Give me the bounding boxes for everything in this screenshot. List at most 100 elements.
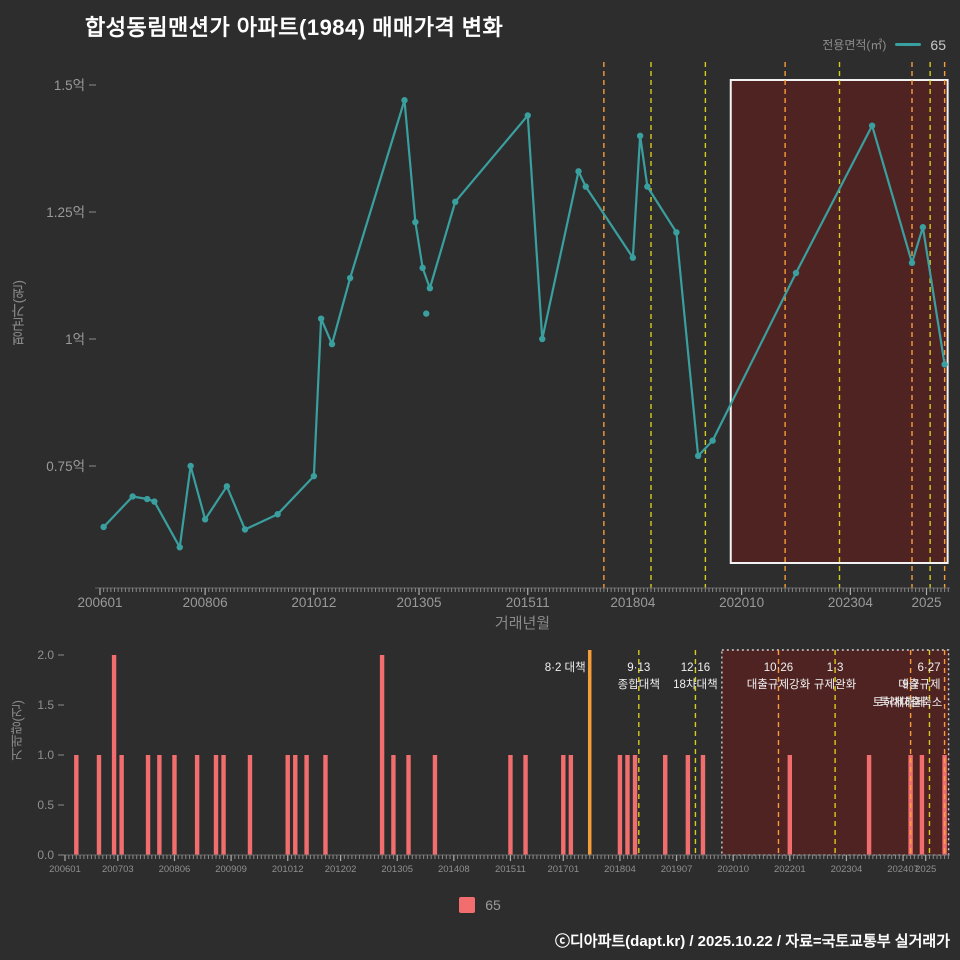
price-point[interactable] [673, 229, 680, 236]
legend-top: 전용면적(㎡) 65 [822, 36, 946, 53]
price-point-isolated[interactable] [423, 310, 430, 317]
legend-area-label: 전용면적(㎡) [822, 38, 887, 52]
volume-bar[interactable] [508, 755, 513, 855]
svg-text:규제완화: 규제완화 [814, 678, 857, 691]
svg-text:201012: 201012 [291, 595, 336, 610]
price-point[interactable] [187, 462, 194, 470]
price-point[interactable] [539, 335, 546, 343]
price-point[interactable] [426, 285, 434, 292]
svg-text:대출규제: 대출규제 [898, 678, 940, 691]
volume-bar[interactable] [523, 755, 528, 855]
svg-text:201305: 201305 [381, 864, 413, 875]
volume-bar[interactable] [293, 755, 298, 855]
price-point[interactable] [223, 483, 231, 490]
svg-text:6·27: 6·27 [918, 662, 941, 674]
volume-bar[interactable] [285, 755, 290, 855]
price-point[interactable] [317, 315, 325, 322]
volume-x-axis: 200601 200703 200806 200909 201012 201202 2013… [49, 854, 950, 875]
svg-text:201202: 201202 [325, 864, 357, 875]
volume-bar[interactable] [157, 755, 162, 855]
legend-area-value[interactable]: 65 [930, 36, 946, 53]
volume-bar[interactable] [632, 755, 638, 855]
volume-bar[interactable] [119, 755, 124, 855]
price-point[interactable] [241, 526, 249, 533]
legend-bottom[interactable]: 65 [0, 897, 960, 913]
volume-bar[interactable] [700, 755, 706, 855]
svg-text:2025: 2025 [915, 864, 936, 875]
volume-bar-chart[interactable]: 8·2 대책 9·13 종합대책 12·16 18차대책 10·26 대출규제강화 1·3 규제… [37, 648, 950, 875]
svg-text:201701: 201701 [547, 864, 579, 875]
price-point[interactable] [908, 259, 916, 266]
svg-text:202407: 202407 [887, 864, 919, 875]
volume-bar[interactable] [432, 755, 438, 855]
volume-bar[interactable] [172, 755, 177, 855]
price-point[interactable] [151, 498, 158, 505]
volume-bar[interactable] [406, 755, 411, 855]
volume-bar[interactable] [866, 755, 872, 855]
svg-text:202010: 202010 [719, 595, 764, 610]
volume-bar[interactable] [111, 655, 117, 855]
svg-text:201511: 201511 [495, 864, 526, 875]
price-point[interactable] [636, 132, 644, 139]
price-line-chart[interactable]: 200601 200806 201012 201305 201511 201804 2020… [46, 62, 950, 610]
volume-bar[interactable] [663, 755, 668, 855]
price-point[interactable] [524, 112, 531, 119]
svg-text:201408: 201408 [438, 864, 470, 875]
price-point[interactable] [129, 493, 136, 500]
volume-bar[interactable] [919, 755, 925, 855]
price-point[interactable] [346, 274, 354, 282]
price-line-series[interactable] [102, 99, 946, 549]
price-point[interactable] [310, 472, 318, 480]
volume-bar[interactable] [685, 755, 691, 855]
volume-bar[interactable] [74, 755, 79, 855]
price-point[interactable] [941, 361, 948, 368]
price-point[interactable] [419, 264, 426, 272]
volume-bar[interactable] [379, 655, 385, 855]
volume-bar[interactable] [194, 755, 200, 855]
price-point[interactable] [100, 523, 107, 531]
volume-bar[interactable] [247, 755, 253, 855]
svg-text:201012: 201012 [272, 864, 304, 875]
price-point[interactable] [629, 254, 637, 261]
volume-axis-title: 거래량(건) [10, 700, 25, 761]
price-point[interactable] [644, 183, 651, 190]
volume-bar[interactable] [391, 755, 396, 855]
price-point[interactable] [575, 168, 582, 175]
svg-text:0.75억: 0.75억 [46, 459, 85, 474]
price-point[interactable] [401, 97, 408, 104]
svg-text:1.25억: 1.25억 [46, 205, 85, 220]
svg-text:201907: 201907 [661, 864, 693, 875]
price-point[interactable] [694, 452, 702, 460]
volume-bar[interactable] [561, 755, 566, 855]
price-point[interactable] [328, 340, 336, 348]
volume-bar[interactable] [323, 755, 328, 855]
price-point[interactable] [709, 437, 716, 444]
svg-text:종합대책: 종합대책 [618, 677, 660, 691]
volume-bar[interactable] [213, 755, 219, 855]
volume-bar[interactable] [96, 755, 102, 855]
price-point[interactable] [582, 183, 589, 190]
volume-bar[interactable] [787, 755, 792, 855]
price-point[interactable] [792, 269, 800, 277]
price-point[interactable] [919, 224, 927, 231]
price-point[interactable] [143, 495, 151, 503]
price-point[interactable] [868, 122, 876, 129]
price-point[interactable] [412, 218, 419, 226]
volume-bar[interactable] [625, 755, 630, 855]
volume-bar[interactable] [568, 755, 574, 855]
price-point[interactable] [452, 198, 459, 206]
volume-bar[interactable] [221, 755, 226, 855]
legend-bar-swatch [459, 897, 476, 913]
volume-bar[interactable] [304, 755, 309, 855]
price-point[interactable] [201, 516, 209, 523]
svg-text:200601: 200601 [77, 595, 122, 610]
svg-text:200806: 200806 [159, 864, 191, 875]
date-axis-title: 거래년월 [494, 615, 551, 632]
price-point[interactable] [274, 511, 281, 518]
volume-bar[interactable] [145, 755, 151, 855]
svg-text:200806: 200806 [183, 595, 228, 610]
svg-text:9·7: 9·7 [902, 679, 919, 691]
volume-bar[interactable] [617, 755, 623, 855]
price-point[interactable] [176, 544, 183, 551]
